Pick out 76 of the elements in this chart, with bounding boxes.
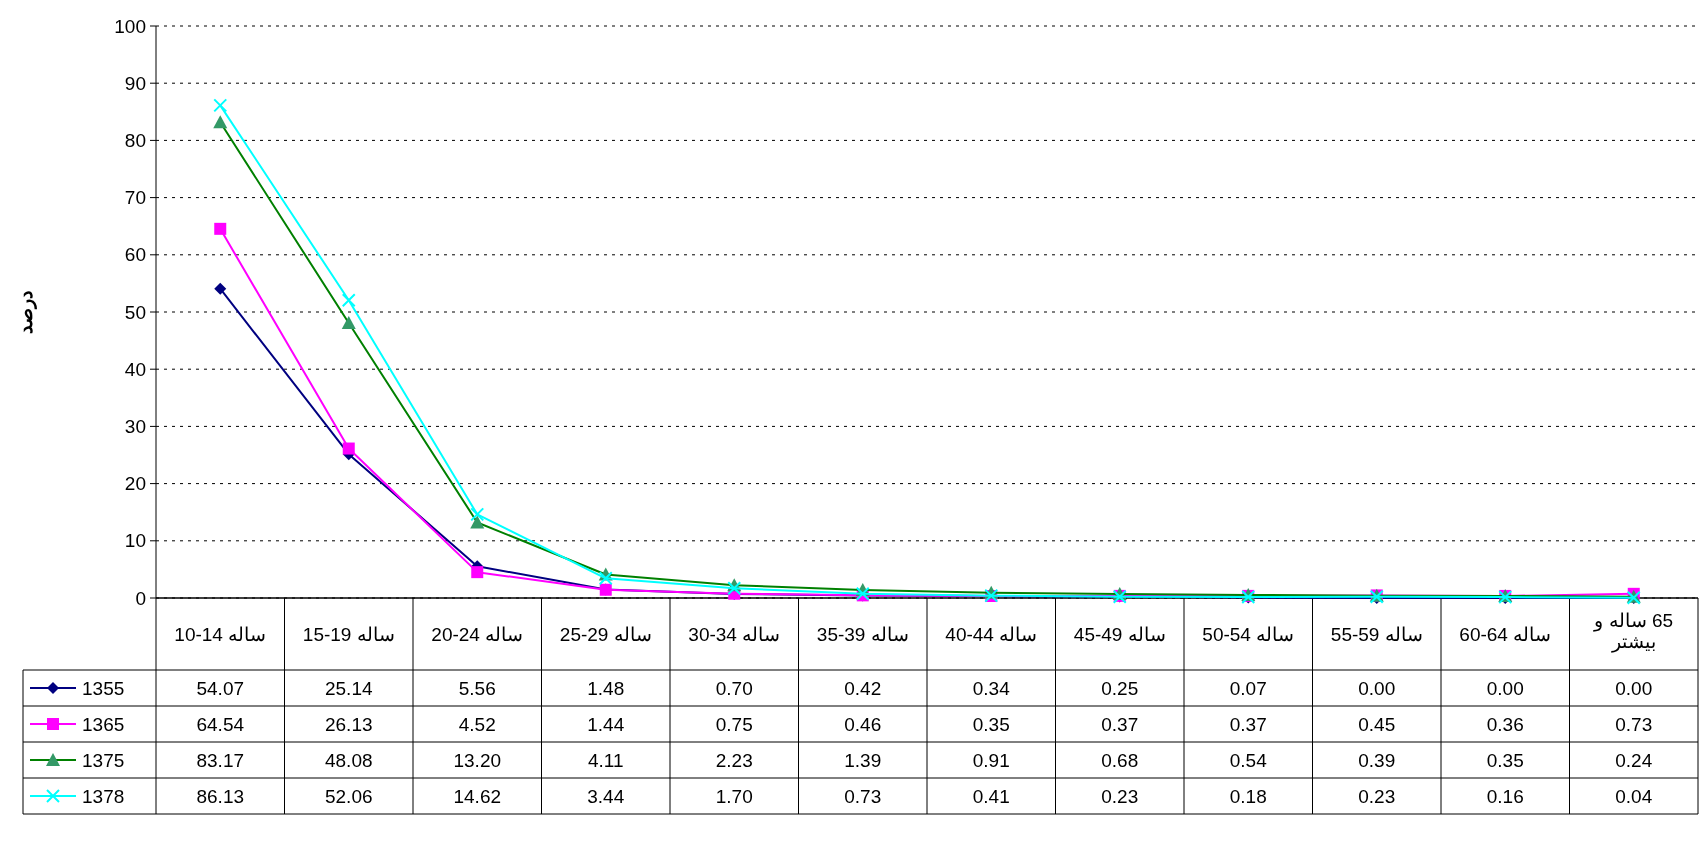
data-label: 0.75 — [715, 713, 753, 735]
data-label: 0.00 — [1615, 677, 1653, 699]
data-label: 0.37 — [1101, 713, 1139, 735]
x-tick-label: 35-39 ساله — [816, 623, 909, 645]
data-label: 0.91 — [972, 749, 1010, 771]
data-label: 4.52 — [458, 713, 496, 735]
data-label: 4.11 — [587, 749, 624, 771]
x-tick-label: 15-19 ساله — [302, 623, 395, 645]
data-label: 1.70 — [715, 785, 753, 807]
data-label: 26.13 — [324, 713, 373, 735]
x-tick-label: 65 ساله و بیشتر — [1593, 609, 1674, 653]
data-label: 0.18 — [1229, 785, 1267, 807]
data-label: 0.45 — [1358, 713, 1396, 735]
y-tick-label: 60 — [124, 244, 146, 266]
y-tick-label: 40 — [124, 358, 146, 380]
data-label: 86.13 — [196, 785, 245, 807]
data-label: 0.04 — [1615, 785, 1653, 807]
data-label: 1.48 — [587, 677, 625, 699]
y-tick-label: 10 — [124, 530, 146, 552]
data-label: 0.70 — [715, 677, 753, 699]
data-label: 52.06 — [324, 785, 373, 807]
x-tick-label: 40-44 ساله — [945, 623, 1038, 645]
data-label: 54.07 — [196, 677, 245, 699]
data-label: 0.37 — [1229, 713, 1267, 735]
data-label: 0.23 — [1358, 785, 1396, 807]
y-tick-label: 80 — [124, 130, 146, 152]
x-tick-label: 45-49 ساله — [1073, 623, 1166, 645]
data-label: 83.17 — [196, 749, 245, 771]
x-tick-label: 55-59 ساله — [1330, 623, 1423, 645]
data-label: 3.44 — [587, 785, 625, 807]
data-label: 0.46 — [844, 713, 882, 735]
data-label: 0.39 — [1358, 749, 1396, 771]
data-label: 1.44 — [587, 713, 625, 735]
legend-label: 1378 — [82, 785, 125, 807]
legend-label: 1355 — [82, 677, 125, 699]
data-label: 25.14 — [324, 677, 373, 699]
data-label: 64.54 — [196, 713, 245, 735]
data-label: 0.00 — [1486, 677, 1524, 699]
data-label: 0.16 — [1486, 785, 1524, 807]
x-tick-label: 50-54 ساله — [1202, 623, 1295, 645]
x-tick-label: 10-14 ساله — [174, 623, 267, 645]
y-tick-label: 0 — [135, 587, 146, 609]
data-label: 0.35 — [972, 713, 1010, 735]
x-tick-label: 60-64 ساله — [1459, 623, 1552, 645]
data-label: 0.73 — [844, 785, 882, 807]
y-axis-title: درصد — [15, 290, 37, 334]
data-label: 0.35 — [1486, 749, 1524, 771]
data-label: 13.20 — [453, 749, 502, 771]
data-label: 0.00 — [1358, 677, 1396, 699]
data-label: 0.42 — [844, 677, 882, 699]
data-label: 0.68 — [1101, 749, 1139, 771]
data-label: 0.36 — [1486, 713, 1524, 735]
data-label: 0.25 — [1101, 677, 1139, 699]
x-tick-label: 30-34 ساله — [688, 623, 781, 645]
data-label: 0.23 — [1101, 785, 1139, 807]
data-label: 0.07 — [1229, 677, 1267, 699]
legend-label: 1365 — [82, 713, 125, 735]
x-tick-label: 25-29 ساله — [559, 623, 652, 645]
data-label: 2.23 — [715, 749, 753, 771]
data-label: 5.56 — [458, 677, 496, 699]
data-label: 48.08 — [324, 749, 373, 771]
data-label: 14.62 — [453, 785, 502, 807]
y-tick-label: 30 — [124, 416, 146, 438]
x-tick-label: 20-24 ساله — [431, 623, 524, 645]
y-tick-label: 50 — [124, 301, 146, 323]
y-tick-label: 70 — [124, 187, 146, 209]
y-tick-label: 20 — [124, 473, 146, 495]
y-tick-label: 100 — [114, 15, 146, 37]
y-tick-label: 90 — [124, 72, 146, 94]
data-label: 0.54 — [1229, 749, 1268, 771]
legend-label: 1375 — [82, 749, 125, 771]
data-label: 0.73 — [1615, 713, 1653, 735]
data-label: 0.41 — [972, 785, 1010, 807]
data-label: 0.24 — [1615, 749, 1653, 771]
data-label: 1.39 — [844, 749, 882, 771]
data-label: 0.34 — [972, 677, 1011, 699]
